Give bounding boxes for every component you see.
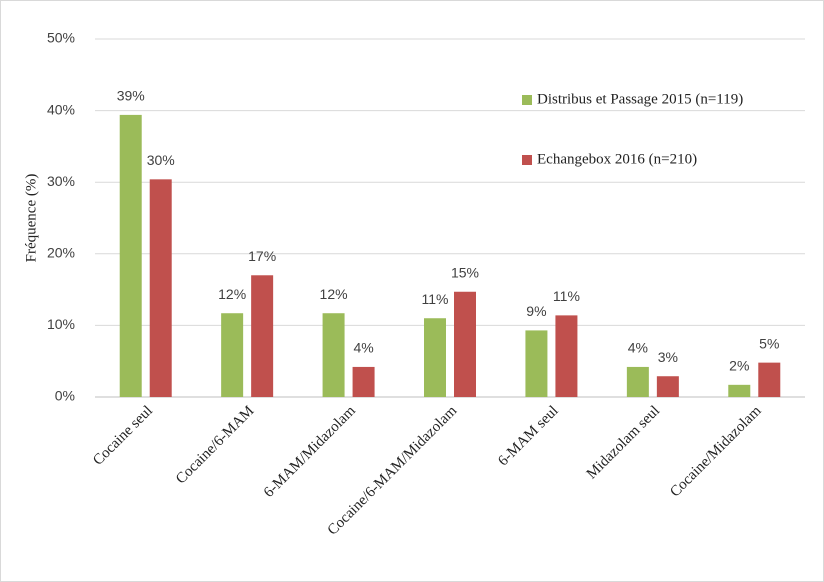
bar bbox=[626, 366, 649, 397]
data-label: 9% bbox=[526, 303, 546, 319]
legend-swatch bbox=[522, 155, 532, 165]
y-axis-label: Fréquence (%) bbox=[23, 174, 39, 263]
legend-swatch bbox=[522, 95, 532, 105]
bar bbox=[454, 291, 476, 397]
data-label: 3% bbox=[658, 349, 678, 365]
bar bbox=[352, 366, 375, 397]
data-label: 12% bbox=[320, 286, 348, 302]
data-label: 4% bbox=[628, 340, 648, 356]
legend-label: Echangebox 2016 (n=210) bbox=[537, 151, 697, 167]
bar bbox=[322, 313, 345, 397]
bar bbox=[656, 376, 679, 397]
y-tick-label: 20% bbox=[47, 245, 75, 261]
legend-label: Distribus et Passage 2015 (n=119) bbox=[537, 91, 743, 107]
data-label: 15% bbox=[451, 264, 479, 280]
data-label: 12% bbox=[218, 286, 246, 302]
y-tick-label: 30% bbox=[47, 173, 75, 189]
data-label: 11% bbox=[422, 291, 449, 307]
bar bbox=[119, 114, 142, 398]
data-label: 11% bbox=[553, 288, 580, 304]
bar bbox=[525, 330, 548, 397]
bar bbox=[221, 313, 244, 397]
bar bbox=[728, 384, 751, 397]
y-tick-label: 50% bbox=[47, 30, 75, 46]
data-label: 39% bbox=[117, 88, 145, 104]
bar bbox=[251, 275, 274, 397]
y-tick-label: 40% bbox=[47, 101, 75, 117]
data-label: 30% bbox=[147, 152, 175, 168]
data-label: 5% bbox=[759, 335, 779, 351]
y-tick-label: 0% bbox=[55, 388, 75, 404]
bar bbox=[758, 362, 781, 397]
bar bbox=[424, 318, 446, 397]
bar bbox=[555, 315, 578, 397]
y-tick-label: 10% bbox=[47, 316, 75, 332]
data-label: 4% bbox=[353, 340, 373, 356]
bar bbox=[149, 179, 172, 397]
data-label: 2% bbox=[729, 358, 749, 374]
data-label: 17% bbox=[248, 248, 276, 264]
